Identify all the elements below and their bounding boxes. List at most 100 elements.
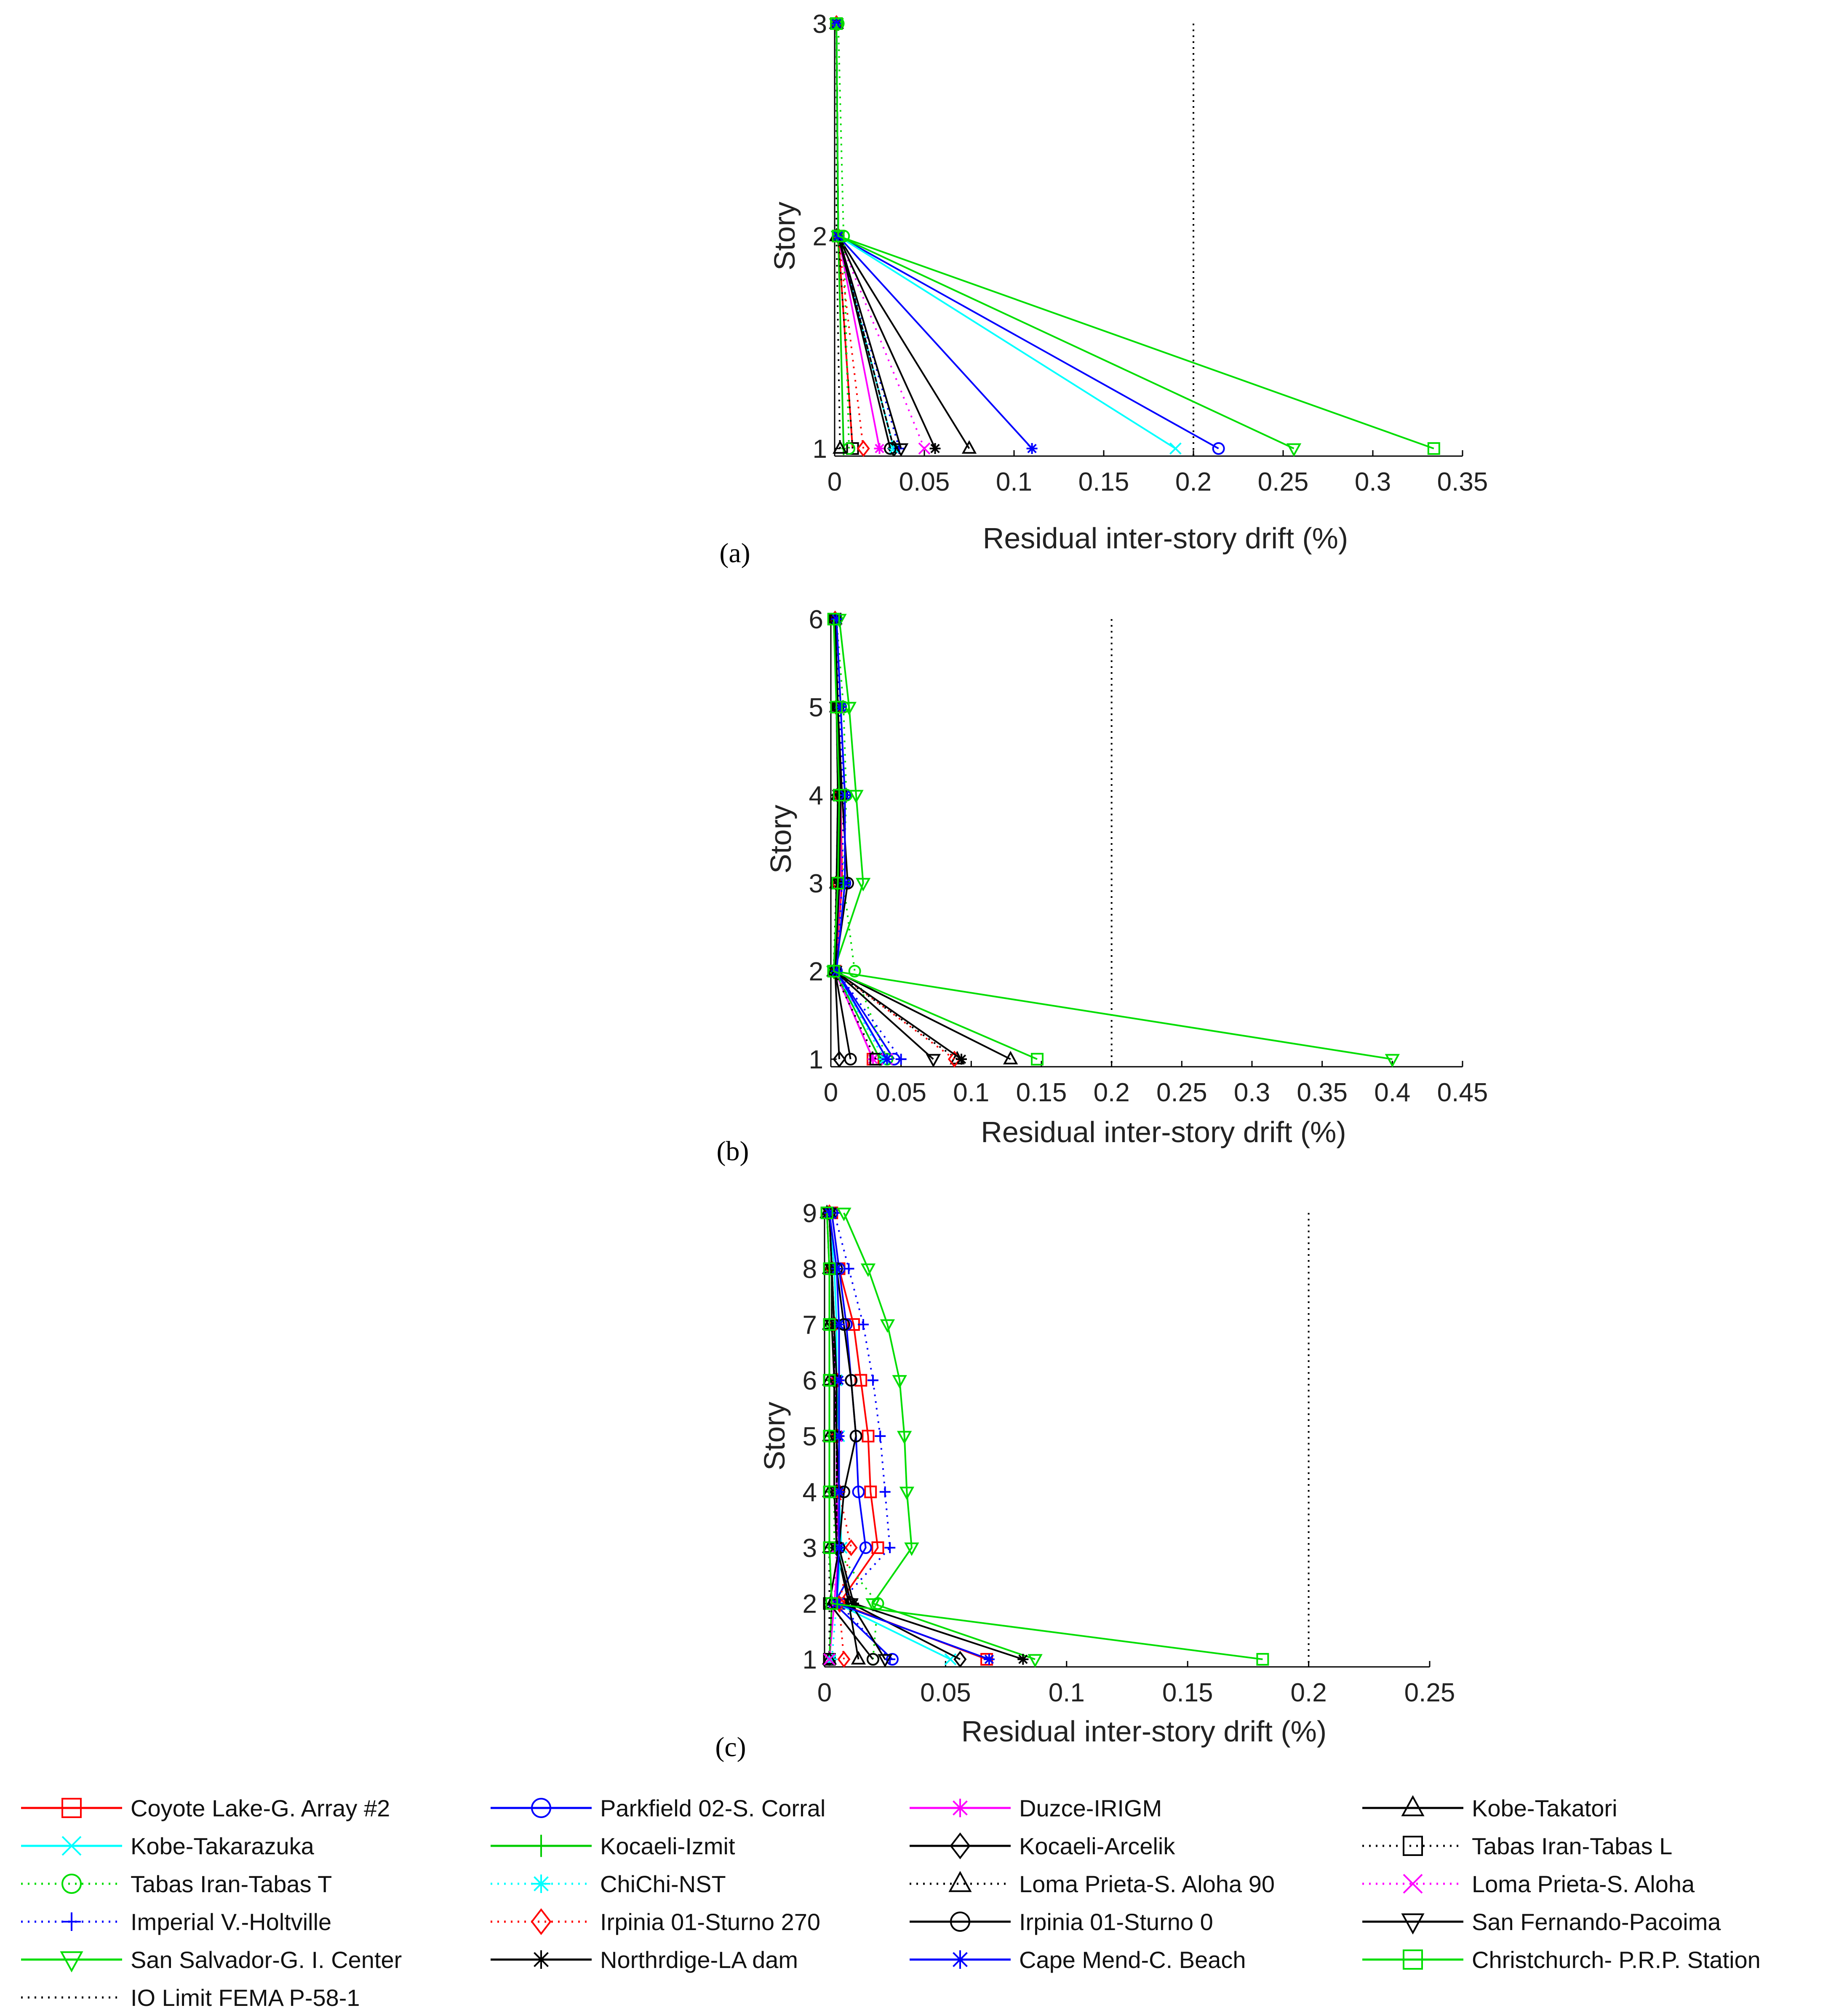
data-point [833, 1050, 846, 1068]
legend-marker [61, 1798, 82, 1818]
x-tick-label: 0.05 [875, 1078, 926, 1107]
data-point [827, 965, 840, 977]
x-tick-label: 0.15 [1078, 467, 1129, 497]
legend-entry: Imperial V.-Holtville [21, 1909, 331, 1935]
legend-marker [531, 1798, 551, 1818]
data-point [1212, 442, 1225, 455]
data-point [831, 614, 842, 625]
data-point [827, 613, 840, 625]
data-point [1169, 442, 1182, 455]
legend-marker [532, 1874, 550, 1893]
data-point [823, 1541, 836, 1554]
x-tick-label: 0 [824, 1078, 838, 1107]
legend-marker [61, 1874, 82, 1894]
legend-entry: Northrdige-LA dam [491, 1947, 798, 1973]
legend-marker [1403, 1949, 1423, 1970]
data-point [823, 1374, 836, 1387]
legend-entry: Loma Prieta-S. Aloha 90 [910, 1871, 1275, 1897]
series-san-salvador-g-i-center [836, 1207, 1043, 1668]
legend-entry: Kobe-Takarazuka [21, 1833, 315, 1859]
y-tick-label: 3 [809, 869, 823, 898]
panel-c: 0 0.05 0.1 0.15 0.2 0.25 1 2 3 4 5 6 7 8 9 Residual int… [715, 1199, 1455, 1762]
legend-entry: Christchurch- P.R.P. Station [1362, 1947, 1761, 1973]
legend-entry: Irpinia 01-Sturno 270 [491, 1908, 820, 1935]
y-tick-label: 8 [803, 1255, 817, 1284]
series-line [828, 1212, 852, 1660]
legend-entry: Kocaeli-Arcelik [910, 1832, 1175, 1859]
x-tick-label: 0.05 [899, 467, 950, 497]
legend-marker [1403, 1874, 1423, 1894]
y-axis-label: Story [768, 202, 801, 270]
legend-label: Tabas Iran-Tabas T [131, 1871, 332, 1897]
legend-label: Northrdige-LA dam [600, 1947, 798, 1973]
series-line [833, 619, 1038, 1060]
data-point [844, 1053, 857, 1065]
legend-label: San Fernando-Pacoima [1472, 1909, 1721, 1935]
data-point [826, 1654, 838, 1665]
data-point [848, 1598, 859, 1609]
x-tick-label: 0.2 [1175, 467, 1212, 497]
data-point [867, 1054, 878, 1065]
legend-label: Tabas Iran-Tabas L [1472, 1833, 1672, 1859]
y-tick-label: 6 [803, 1367, 817, 1396]
y-tick-label: 6 [809, 605, 823, 634]
data-point [844, 1539, 858, 1557]
data-point [830, 701, 843, 713]
data-point [823, 1653, 835, 1666]
x-tick-label: 0.4 [1374, 1078, 1410, 1107]
x-tick-label: 0.1 [996, 467, 1032, 497]
data-point [833, 1542, 845, 1553]
legend-marker [537, 1834, 545, 1857]
data-point [875, 1431, 886, 1442]
data-point [823, 1318, 836, 1331]
x-tick-label: 0.15 [1016, 1078, 1067, 1107]
data-point [881, 1054, 893, 1065]
data-point [825, 1597, 838, 1610]
data-point [879, 1486, 891, 1498]
x-tick-label: 0.25 [1404, 1678, 1455, 1707]
data-point [1031, 1053, 1044, 1065]
legend-marker [532, 1950, 550, 1969]
data-point [855, 878, 871, 892]
data-point [880, 1319, 895, 1333]
data-point [857, 1319, 869, 1330]
data-point [884, 1542, 896, 1553]
legend-marker [951, 1950, 969, 1969]
data-point [1427, 442, 1440, 455]
series-christchurch-p-r-p-station [820, 1207, 1269, 1666]
x-tick-label: 0.35 [1437, 467, 1488, 497]
x-tick-label: 0.25 [1156, 1078, 1207, 1107]
legend-label: Irpinia 01-Sturno 270 [600, 1909, 820, 1935]
data-point [824, 1207, 835, 1218]
data-point [1028, 1654, 1043, 1668]
series-line [826, 1212, 1263, 1660]
x-tick-label: 0.15 [1162, 1678, 1213, 1707]
series-christchurch-p-r-p-station [827, 613, 1044, 1065]
legend-marker [950, 1832, 971, 1859]
data-point [835, 702, 846, 713]
data-point [859, 1541, 872, 1554]
y-tick-label: 2 [803, 1590, 817, 1619]
data-point [899, 1487, 915, 1501]
legend-label: Cape Mend-C. Beach [1019, 1947, 1246, 1973]
data-point [854, 1374, 867, 1387]
legend-entry: Coyote Lake-G. Array #2 [21, 1795, 390, 1821]
data-point [884, 442, 897, 455]
panel-b: 0 0.05 0.1 0.15 0.2 0.25 0.3 0.35 0.4 0.45 1 2 3 4 5 6 R… [717, 605, 1488, 1167]
legend-label: Parkfield 02-S. Corral [600, 1795, 825, 1821]
y-tick-label: 1 [813, 435, 827, 464]
y-tick-label: 7 [803, 1311, 817, 1340]
series-line [834, 619, 962, 1060]
legend-label: Duzce-IRIGM [1019, 1795, 1162, 1821]
legend-label: Imperial V.-Holtville [131, 1909, 331, 1935]
legend-entry: IO Limit FEMA P-58-1 [21, 1984, 360, 2011]
x-tick-label: 0 [827, 467, 842, 497]
data-point [1026, 443, 1038, 454]
data-point [895, 1054, 907, 1065]
data-point [866, 1653, 879, 1666]
legend-entry: Tabas Iran-Tabas T [21, 1871, 332, 1897]
series-san-salvador-g-i-center [826, 614, 1400, 1068]
data-point [893, 443, 909, 457]
data-point [849, 790, 864, 804]
legend-marker [1401, 1913, 1425, 1935]
